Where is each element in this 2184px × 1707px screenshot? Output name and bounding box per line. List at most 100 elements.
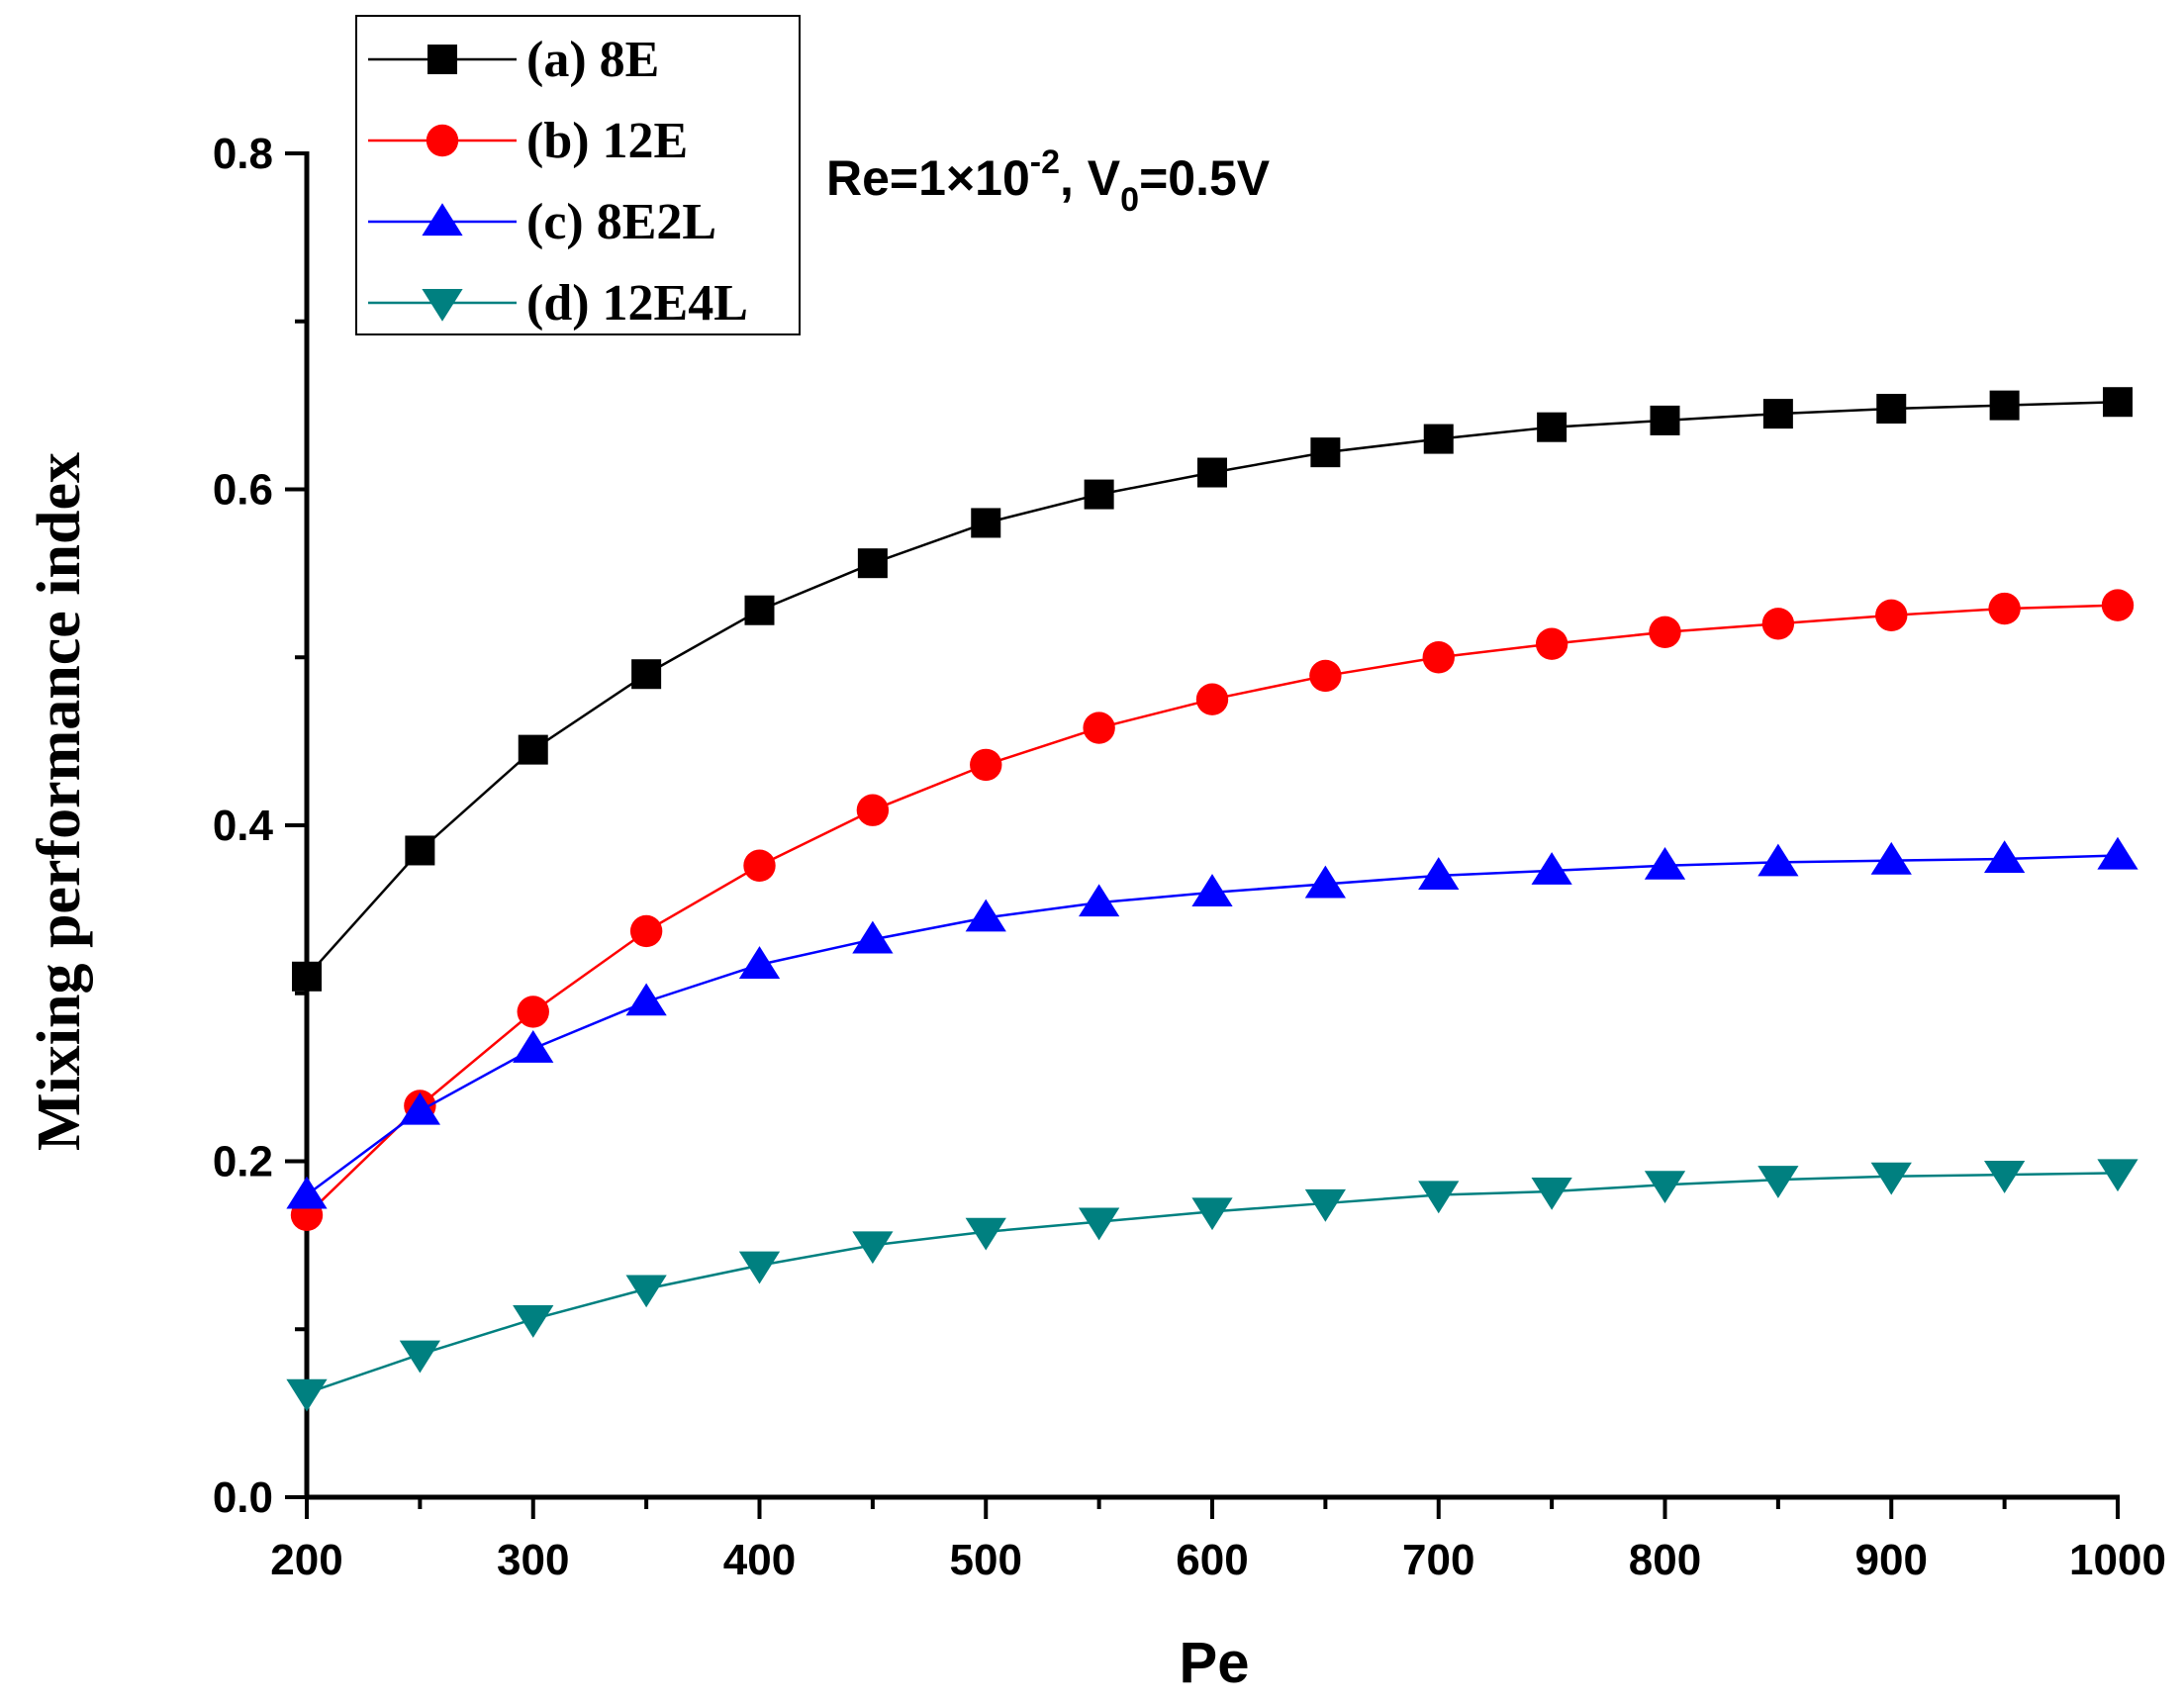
data-point [1304, 1188, 1346, 1222]
x-tick-label: 600 [1176, 1536, 1248, 1584]
data-point [1423, 424, 1454, 454]
data-point [2097, 1159, 2138, 1192]
data-point [744, 595, 775, 625]
data-point [852, 1231, 894, 1265]
data-point [1418, 857, 1460, 890]
legend-label: (b) 12E [526, 113, 688, 169]
series-1 [292, 387, 2133, 992]
data-point [405, 835, 435, 866]
y-tick-label: 0.2 [213, 1138, 273, 1186]
data-point [1537, 412, 1567, 442]
data-point [399, 1091, 440, 1125]
data-point [1757, 1166, 1799, 1198]
data-point [1535, 627, 1568, 660]
data-point [1191, 1197, 1233, 1231]
data-point [738, 1251, 781, 1284]
data-point [738, 946, 781, 979]
x-tick-label: 900 [1855, 1536, 1928, 1584]
y-axis-title: Mixing performance index [26, 452, 93, 1151]
data-point [971, 508, 1001, 538]
axes: 200 300 400 500 600 700 800 900 1000 0.0 0.2 0.4 0.6… [213, 130, 2166, 1584]
data-point [292, 961, 322, 992]
data-point [399, 1340, 440, 1374]
legend-entry-4: (d) 12E4L [368, 275, 748, 332]
data-point [513, 1030, 554, 1063]
data-point [1084, 479, 1114, 510]
data-point [1761, 608, 1795, 640]
annotation-times: × [946, 150, 975, 206]
series-2 [290, 589, 2135, 1232]
legend-marker [422, 203, 463, 237]
annotation-exponent: -2 [1030, 143, 1060, 181]
data-point [518, 734, 548, 765]
data-point [2097, 836, 2138, 870]
data-point [1195, 683, 1229, 715]
y-tick-label: 0.4 [213, 802, 274, 850]
data-point [857, 548, 888, 579]
data-point [970, 748, 1002, 782]
legend-label: (d) 12E4L [526, 275, 748, 332]
legend-label: (a) 8E [526, 32, 659, 88]
data-point [1875, 599, 1908, 632]
data-point [1304, 865, 1346, 899]
data-point [1762, 399, 1793, 429]
data-point [1079, 884, 1120, 917]
legend: (a) 8E (b) 12E (c) 8E2L (d) 12E4L [355, 15, 801, 335]
data-point [286, 1378, 328, 1412]
y-tick-label: 0.6 [213, 466, 273, 515]
data-point [1531, 1177, 1572, 1210]
data-point [1988, 592, 2021, 625]
x-tick-label: 500 [950, 1536, 1022, 1584]
data-point [517, 996, 549, 1028]
data-point [965, 1217, 1006, 1251]
y-tick-label: 0.0 [213, 1473, 273, 1522]
annotation-tail: =0.5V [1139, 150, 1271, 206]
data-point [629, 914, 663, 948]
data-point [965, 899, 1006, 932]
x-tick-label: 700 [1402, 1536, 1474, 1584]
data-point [1422, 641, 1455, 674]
data-point [1984, 840, 2026, 874]
data-point [1644, 1171, 1686, 1204]
legend-entry-2: (b) 12E [368, 113, 688, 169]
data-point [625, 983, 667, 1016]
series-line [306, 854, 2119, 1196]
series-layer [286, 387, 2138, 1412]
data-point [1310, 437, 1341, 468]
legend-entry-1: (a) 8E [368, 32, 659, 88]
x-tick-label: 1000 [2069, 1536, 2166, 1584]
x-axis-title: Pe [1180, 1631, 1250, 1695]
y-tick-label: 0.8 [213, 130, 273, 178]
data-point [286, 1176, 328, 1209]
x-tick-label: 200 [270, 1536, 342, 1584]
x-tick-label: 400 [723, 1536, 796, 1584]
annotation-re: Re=1 [826, 150, 946, 206]
data-point [631, 659, 662, 690]
data-point [1197, 457, 1227, 488]
data-point [1644, 846, 1686, 880]
legend-marker [427, 45, 457, 74]
annotation: Re=1×10-2, V0=0.5V [826, 143, 1271, 219]
annotation-base: 10 [975, 150, 1030, 206]
data-point [856, 794, 890, 826]
x-tick-label: 800 [1629, 1536, 1701, 1584]
data-point [1191, 874, 1233, 906]
data-point [1531, 852, 1572, 885]
series-4 [286, 1159, 2138, 1412]
data-point [743, 849, 776, 882]
data-point [1870, 841, 1912, 875]
x-tick-label: 300 [497, 1536, 569, 1584]
data-point [1079, 1207, 1120, 1241]
data-point [1083, 711, 1115, 744]
legend-label: (c) 8E2L [526, 194, 716, 250]
data-point [2101, 589, 2135, 621]
data-point [852, 920, 894, 954]
data-point [513, 1305, 554, 1338]
legend-marker [422, 288, 463, 322]
data-point [1418, 1181, 1460, 1214]
data-point [1984, 1161, 2026, 1193]
data-point [625, 1275, 667, 1308]
annotation-comma: , V [1060, 150, 1121, 206]
series-3 [286, 836, 2138, 1209]
